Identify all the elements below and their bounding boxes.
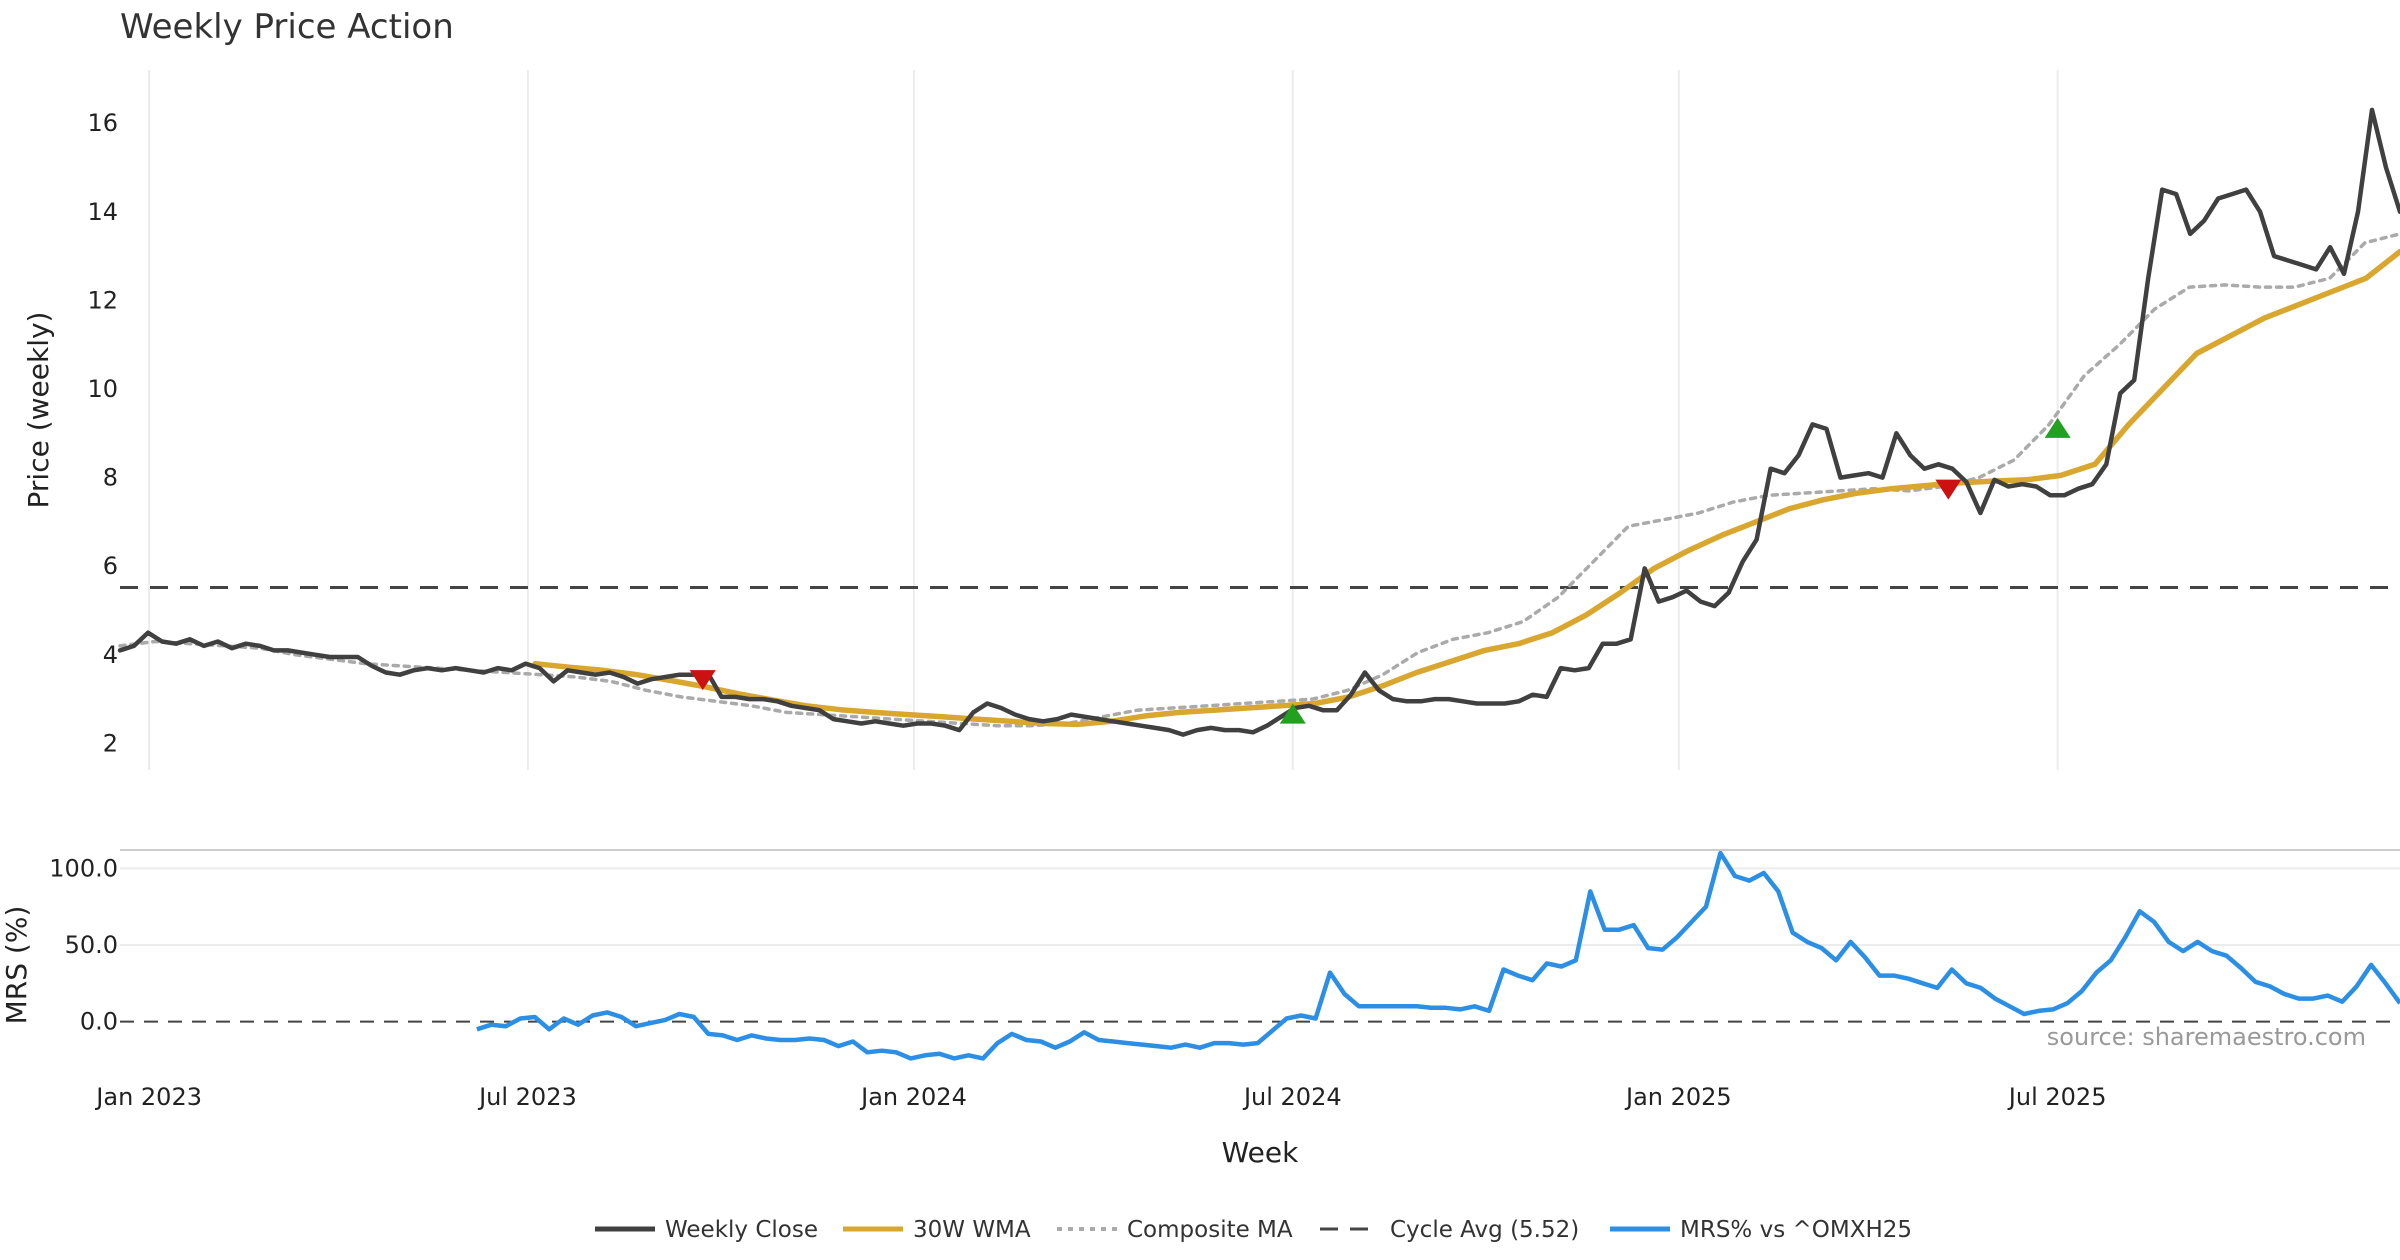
x-tick-label: Jul 2025: [2007, 1083, 2107, 1111]
mrs-y-tick-label: 100.0: [49, 854, 118, 882]
price-y-tick-label: 6: [103, 552, 118, 580]
price-y-tick-label: 10: [87, 375, 118, 403]
mrs-y-tick-label: 50.0: [65, 931, 118, 959]
mrs-series-lines: [476, 850, 2400, 1061]
sell-signal-marker: [689, 670, 716, 691]
legend-label-30w-wma: 30W WMA: [913, 1217, 1031, 1243]
buy-signal-marker: [2044, 417, 2071, 438]
price-y-tick-labels: 2 4 6 8 10 12 14 16: [87, 109, 118, 757]
composite-ma-line: [118, 232, 2400, 728]
legend-label-cycle-avg-5-52: Cycle Avg (5.52): [1390, 1217, 1579, 1243]
price-y-tick-label: 16: [87, 109, 118, 137]
x-axis-label: Week: [1222, 1136, 1299, 1169]
legend-label-composite-ma: Composite MA: [1127, 1217, 1293, 1243]
mrs-y-tick-labels: 0.0 50.0 100.0: [49, 854, 118, 1035]
x-tick-label: Jul 2023: [477, 1083, 577, 1111]
mrs-panel-gridlines: [120, 867, 2400, 946]
x-tick-labels: Jan 2023 Jul 2023 Jan 2024 Jul 2024 Jan 2025…: [94, 1083, 2106, 1111]
price-y-axis-label: Price (weekly): [22, 312, 55, 509]
x-tick-label: Jan 2025: [1624, 1083, 1732, 1111]
30w-wma-line: [532, 248, 2400, 728]
signal-markers: [689, 417, 2071, 724]
price-y-tick-label: 14: [87, 198, 118, 226]
chart-legend: Weekly Close 30W WMA Composite MA Cycle Avg…: [595, 1217, 1912, 1243]
x-tick-label: Jul 2024: [1242, 1083, 1342, 1111]
price-series-lines: [117, 107, 2400, 737]
price-y-tick-label: 8: [103, 464, 118, 492]
weekly-close-line: [117, 107, 2400, 737]
mrs-line: [476, 850, 2400, 1061]
source-note: source: sharemaestro.com: [2047, 1023, 2366, 1051]
buy-signal-marker: [1279, 703, 1306, 724]
mrs-y-axis-label: MRS (%): [0, 906, 33, 1025]
chart-title: Weekly Price Action: [120, 7, 454, 47]
sell-signal-marker: [1935, 479, 1962, 500]
mrs-y-tick-label: 0.0: [80, 1008, 118, 1036]
legend-label-weekly-close: Weekly Close: [665, 1217, 818, 1243]
price-y-tick-label: 2: [103, 729, 118, 757]
price-y-tick-label: 4: [103, 641, 118, 669]
price-y-tick-label: 12: [87, 286, 118, 314]
legend-label-mrs-vs-omxh25: MRS% vs ^OMXH25: [1680, 1217, 1912, 1243]
x-tick-label: Jan 2023: [94, 1083, 202, 1111]
x-tick-label: Jan 2024: [859, 1083, 967, 1111]
